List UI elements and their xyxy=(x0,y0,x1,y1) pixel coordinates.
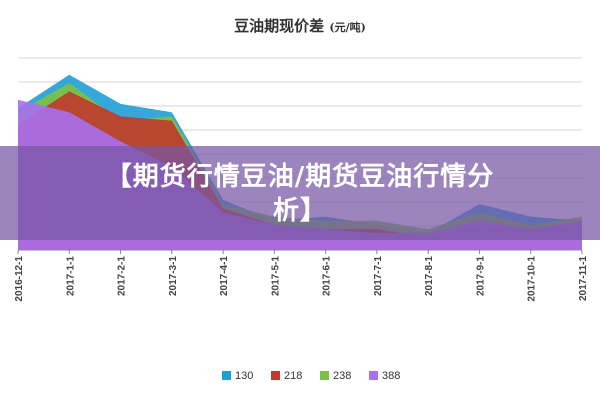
legend-swatch-130 xyxy=(222,371,231,380)
legend-label-130: 130 xyxy=(235,370,253,382)
chart-title-main: 豆油期现价差 xyxy=(234,17,324,35)
x-tick-label: 2017-10-1 xyxy=(527,256,538,302)
legend-swatch-238 xyxy=(320,371,329,380)
x-tick-label: 2017-11-1 xyxy=(578,256,589,301)
chart-title-unit: (元/吨) xyxy=(329,20,365,34)
x-tick-label: 2017-9-1 xyxy=(475,256,486,296)
x-axis-ticks: 2016-12-1 2017-1-1 2017-2-1 2017-3-1 2017-4-… xyxy=(14,250,589,302)
headline-line-2: 析】 xyxy=(272,196,327,226)
x-tick-label: 2017-3-1 xyxy=(168,256,179,296)
x-tick-label: 2017-5-1 xyxy=(270,256,281,296)
x-tick-label: 2017-1-1 xyxy=(65,256,76,296)
legend-swatch-388 xyxy=(369,371,378,380)
legend-label-388: 388 xyxy=(382,370,400,382)
legend-label-238: 238 xyxy=(333,370,351,382)
legend-swatch-218 xyxy=(271,371,280,380)
headline-line-1: 【期货行情豆油/期货豆油行情分 xyxy=(105,162,495,192)
x-tick-label: 2017-4-1 xyxy=(219,256,230,296)
x-tick-label: 2017-8-1 xyxy=(424,256,435,296)
x-tick-label: 2017-7-1 xyxy=(373,256,384,296)
chart-title: 豆油期现价差 (元/吨) xyxy=(234,17,366,35)
legend: 130 218 238 388 xyxy=(222,370,400,382)
x-tick-label: 2017-2-1 xyxy=(117,256,128,296)
headline-text: 【期货行情豆油/期货豆油行情分 析】 xyxy=(40,160,560,228)
x-tick-label: 2016-12-1 xyxy=(14,256,25,302)
x-tick-label: 2017-6-1 xyxy=(322,256,333,296)
legend-label-218: 218 xyxy=(284,370,302,382)
headline-banner xyxy=(0,146,600,240)
